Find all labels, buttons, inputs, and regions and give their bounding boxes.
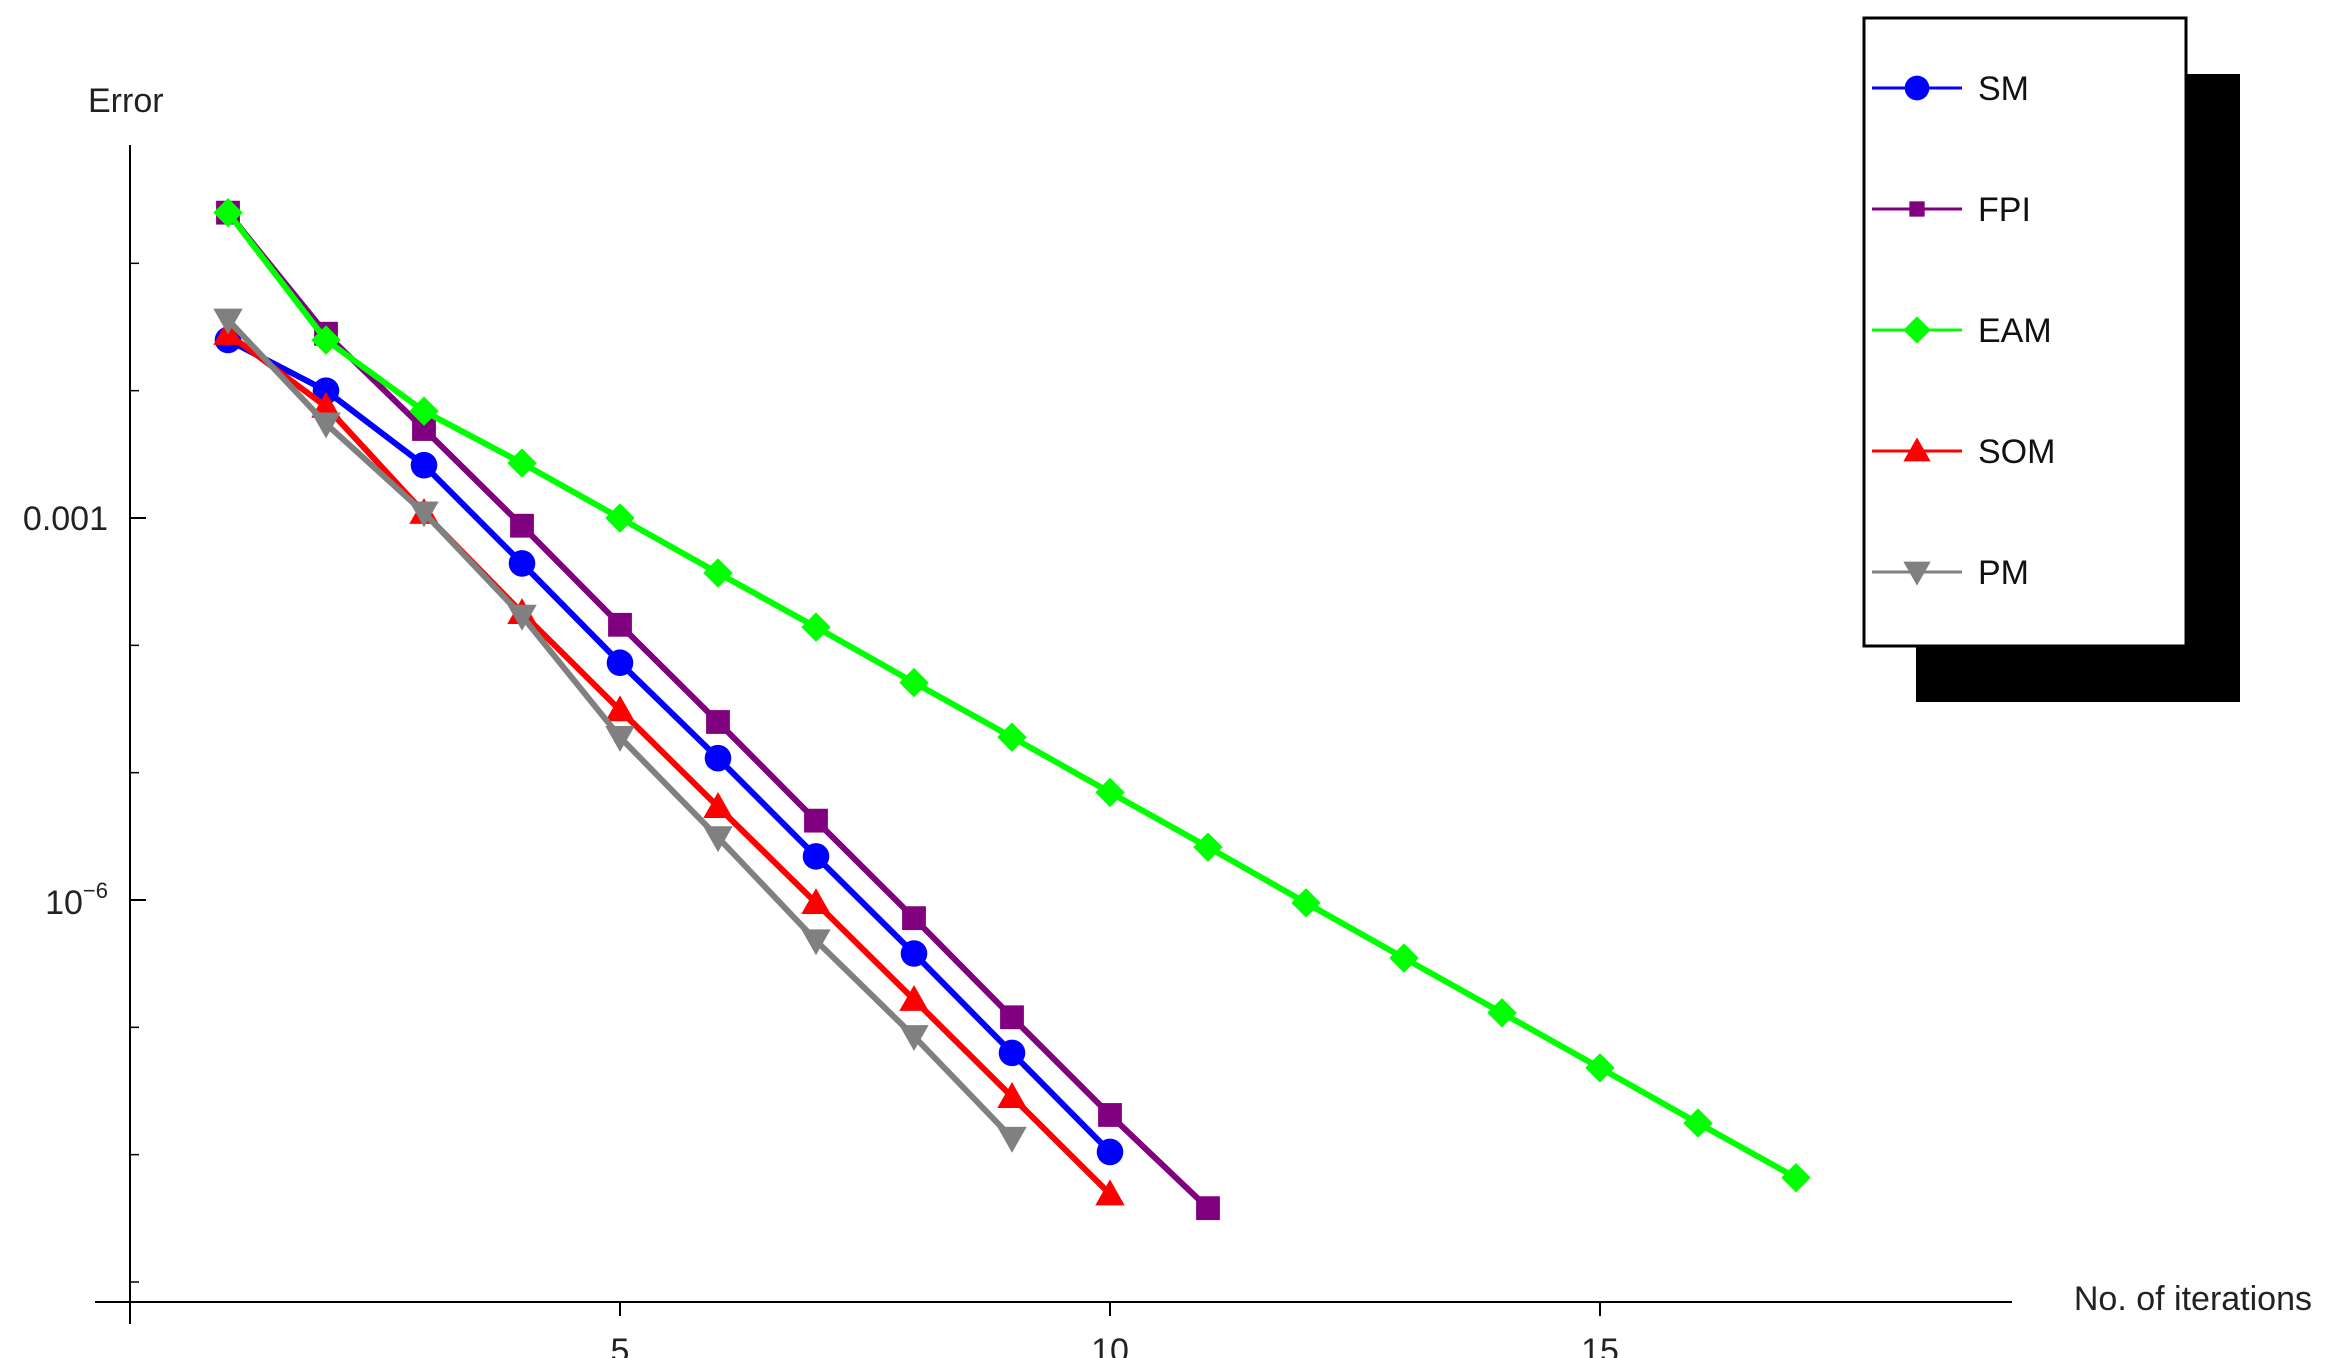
- data-point: [801, 888, 831, 915]
- data-point: [1196, 1196, 1220, 1221]
- data-point: [703, 826, 733, 853]
- series-layer: [213, 197, 1811, 1221]
- data-point: [1291, 888, 1321, 918]
- legend-item-eam: EAM: [1872, 312, 2052, 350]
- legend-item-fpi: FPI: [1872, 191, 2031, 229]
- data-point: [998, 1039, 1026, 1067]
- series-fpi: [216, 200, 1220, 1221]
- data-point: [507, 604, 537, 631]
- data-point: [1781, 1162, 1811, 1193]
- legend-marker: [1903, 437, 1931, 462]
- legend-label: FPI: [1978, 191, 2031, 229]
- labels-layer: Error No. of iterations: [88, 82, 2312, 1318]
- data-point: [410, 451, 438, 479]
- y-tick-label: 0.001: [23, 500, 108, 538]
- data-point: [507, 448, 537, 478]
- y-tick-base: 10: [45, 884, 83, 922]
- legend-item-pm: PM: [1872, 554, 2029, 592]
- x-tick-label: 10: [1091, 1332, 1129, 1358]
- legend-marker: [1903, 561, 1931, 586]
- x-tick-label: 15: [1581, 1332, 1619, 1358]
- data-point: [508, 550, 536, 577]
- data-point: [1585, 1053, 1615, 1083]
- series-line-som: [226, 331, 1113, 1197]
- series-eam: [213, 197, 1811, 1193]
- legend: SM FPI EAM SOM PM: [1862, 16, 2240, 702]
- data-point: [606, 649, 634, 677]
- legend-items: SM FPI EAM SOM PM: [1872, 70, 2055, 592]
- legend-label: PM: [1978, 554, 2029, 592]
- legend-item-sm: SM: [1872, 70, 2029, 108]
- data-point: [703, 792, 733, 818]
- data-point: [1000, 1005, 1024, 1030]
- series-som: [213, 319, 1125, 1206]
- data-point: [900, 940, 928, 967]
- data-point: [703, 558, 733, 588]
- legend-marker: [1903, 316, 1931, 344]
- data-point: [605, 725, 635, 752]
- data-point: [1096, 1138, 1124, 1166]
- data-point: [1389, 943, 1419, 973]
- series-line-eam: [225, 210, 1798, 1181]
- data-point: [706, 710, 730, 734]
- data-point: [704, 744, 732, 772]
- data-point: [997, 1082, 1027, 1108]
- data-point: [1095, 1179, 1125, 1206]
- data-point: [311, 391, 341, 418]
- data-point: [801, 929, 831, 956]
- data-point: [605, 503, 635, 533]
- data-point: [409, 396, 439, 426]
- data-point: [802, 843, 830, 870]
- data-point: [409, 501, 439, 528]
- data-point: [1683, 1108, 1713, 1138]
- data-point: [510, 513, 534, 538]
- series-line-sm: [226, 337, 1113, 1155]
- series-pm: [213, 308, 1027, 1153]
- x-axis-title: No. of iterations: [2074, 1280, 2312, 1318]
- data-point: [1098, 1103, 1122, 1127]
- data-point: [213, 308, 243, 335]
- data-point: [311, 412, 341, 439]
- data-point: [997, 1126, 1027, 1153]
- data-point: [311, 325, 341, 355]
- data-point: [1095, 777, 1125, 808]
- legend-label: EAM: [1978, 312, 2052, 350]
- y-tick-label: 10−6: [45, 878, 108, 922]
- data-point: [801, 612, 831, 642]
- data-point: [902, 906, 926, 931]
- series-sm: [214, 326, 1124, 1166]
- data-point: [1193, 832, 1223, 862]
- data-point: [213, 197, 243, 228]
- data-point: [899, 667, 929, 698]
- legend-label: SM: [1978, 70, 2029, 108]
- data-point: [412, 417, 436, 441]
- data-point: [608, 612, 632, 637]
- legend-marker: [1904, 75, 1930, 101]
- data-point: [605, 695, 635, 722]
- data-point: [312, 377, 340, 404]
- y-tick-exponent: −6: [83, 878, 108, 903]
- x-tick-label: 5: [611, 1332, 630, 1358]
- legend-label: SOM: [1978, 433, 2055, 471]
- data-point: [899, 1025, 929, 1052]
- data-point: [899, 984, 929, 1011]
- legend-item-som: SOM: [1872, 433, 2055, 471]
- data-point: [997, 722, 1027, 752]
- data-point: [804, 808, 828, 833]
- y-axis-title: Error: [88, 82, 164, 120]
- data-point: [1487, 998, 1517, 1028]
- legend-marker: [1909, 201, 1925, 217]
